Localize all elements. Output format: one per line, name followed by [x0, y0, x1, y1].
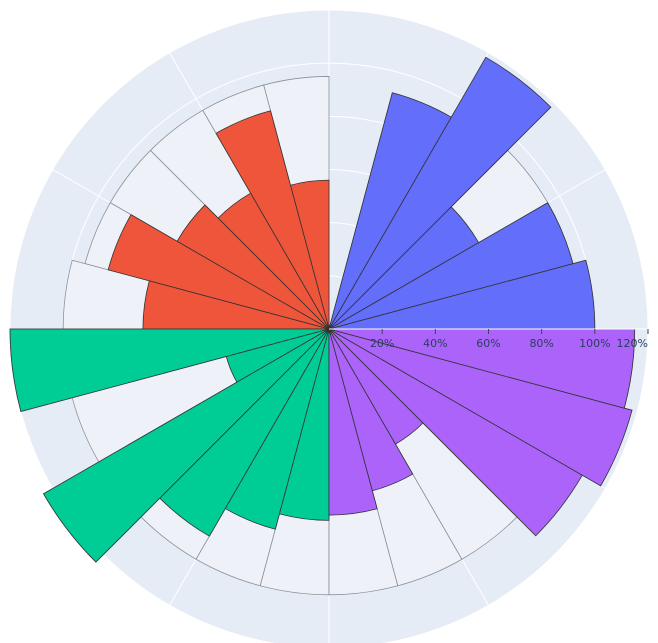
radial-tick-label: 40%	[423, 337, 447, 350]
polar-bar	[224, 328, 330, 530]
polar-bar	[42, 328, 330, 563]
data-bars	[9, 56, 636, 563]
polar-bar	[328, 328, 633, 487]
radial-axis-ticks: 20% 40% 60% 80% 100% 120%	[370, 329, 649, 350]
polar-bar	[107, 214, 330, 330]
radial-tick-label: 20%	[370, 337, 394, 350]
polar-bar	[328, 328, 378, 516]
polar-bar	[328, 202, 574, 330]
radial-tick-label: 120%	[617, 337, 648, 350]
polar-bar	[328, 92, 452, 330]
polar-bar	[328, 328, 414, 492]
polar-bar	[278, 328, 330, 521]
polar-bar	[159, 328, 330, 537]
polar-bar	[215, 110, 330, 330]
polar-bar	[9, 328, 330, 413]
radial-axis: 20% 40% 60% 80% 100% 120%	[329, 328, 649, 350]
radial-tick-label: 100%	[579, 337, 610, 350]
radial-tick-label: 80%	[529, 337, 553, 350]
polar-bar	[328, 56, 552, 330]
radial-tick-label: 60%	[476, 337, 500, 350]
